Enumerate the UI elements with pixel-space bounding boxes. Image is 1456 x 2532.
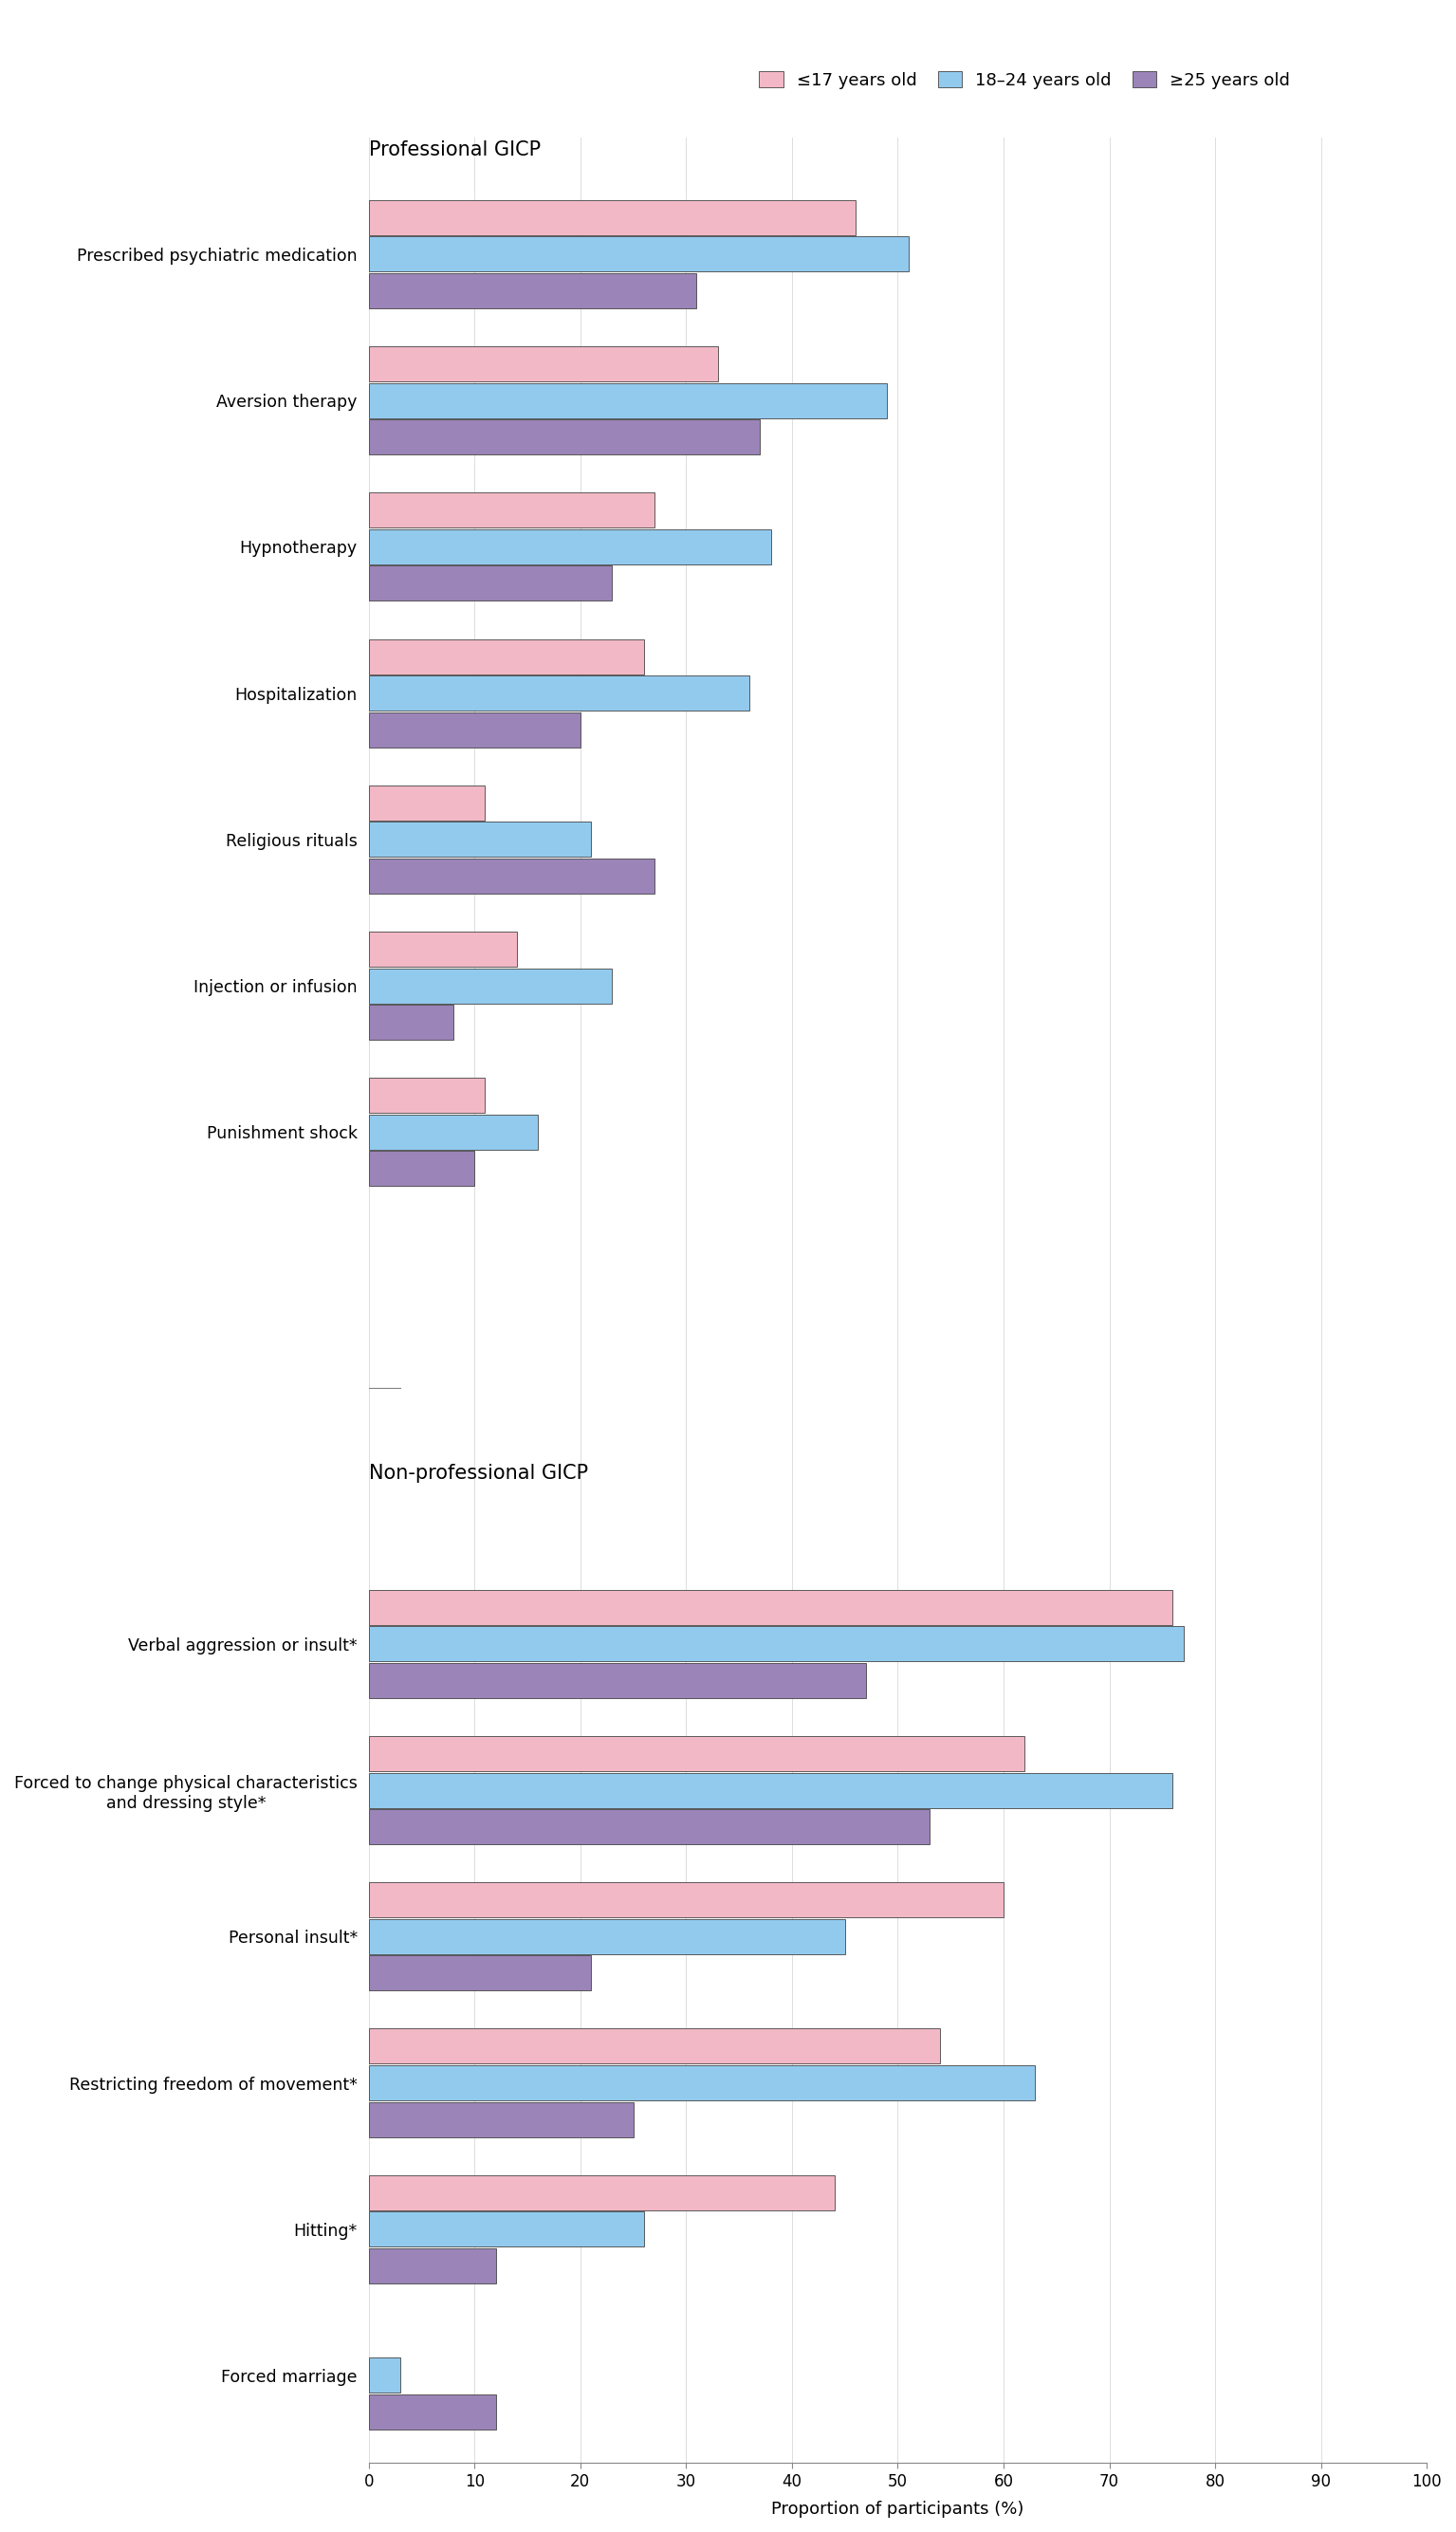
Bar (368, 785, 485, 820)
Bar (368, 676, 750, 711)
Bar (368, 529, 770, 565)
Bar (368, 711, 581, 747)
Bar (368, 1626, 1184, 1661)
Bar (368, 200, 856, 235)
Bar (368, 2395, 495, 2431)
Bar (368, 932, 517, 967)
Bar (368, 1152, 475, 1185)
Bar (368, 1079, 485, 1114)
Text: Non-professional GICP: Non-professional GICP (368, 1463, 588, 1484)
Bar (368, 2028, 941, 2064)
Bar (368, 1005, 453, 1041)
Bar (368, 2102, 633, 2137)
Bar (368, 1772, 1174, 1808)
Bar (368, 382, 887, 418)
Bar (368, 565, 612, 600)
Bar (368, 1881, 1003, 1917)
Bar (368, 1590, 1174, 1626)
Legend: ≤17 years old, 18–24 years old, ≥25 years old: ≤17 years old, 18–24 years old, ≥25 year… (753, 63, 1297, 96)
Bar (368, 273, 696, 309)
Bar (368, 2248, 495, 2284)
Bar (368, 638, 644, 674)
Bar (368, 1810, 929, 1843)
X-axis label: Proportion of participants (%): Proportion of participants (%) (772, 2502, 1024, 2517)
Bar (368, 347, 718, 382)
Bar (368, 2210, 644, 2246)
Bar (368, 823, 591, 856)
Bar (368, 1114, 537, 1150)
Bar (368, 858, 654, 894)
Bar (368, 1919, 844, 1955)
Bar (368, 2175, 834, 2210)
Text: Professional GICP: Professional GICP (368, 139, 540, 160)
Bar (368, 967, 612, 1003)
Bar (368, 1737, 1025, 1772)
Bar (368, 420, 760, 456)
Bar (368, 1664, 866, 1699)
Bar (368, 2066, 1035, 2102)
Bar (368, 494, 654, 527)
Bar (368, 2357, 400, 2393)
Bar (368, 235, 909, 271)
Bar (368, 1955, 591, 1990)
